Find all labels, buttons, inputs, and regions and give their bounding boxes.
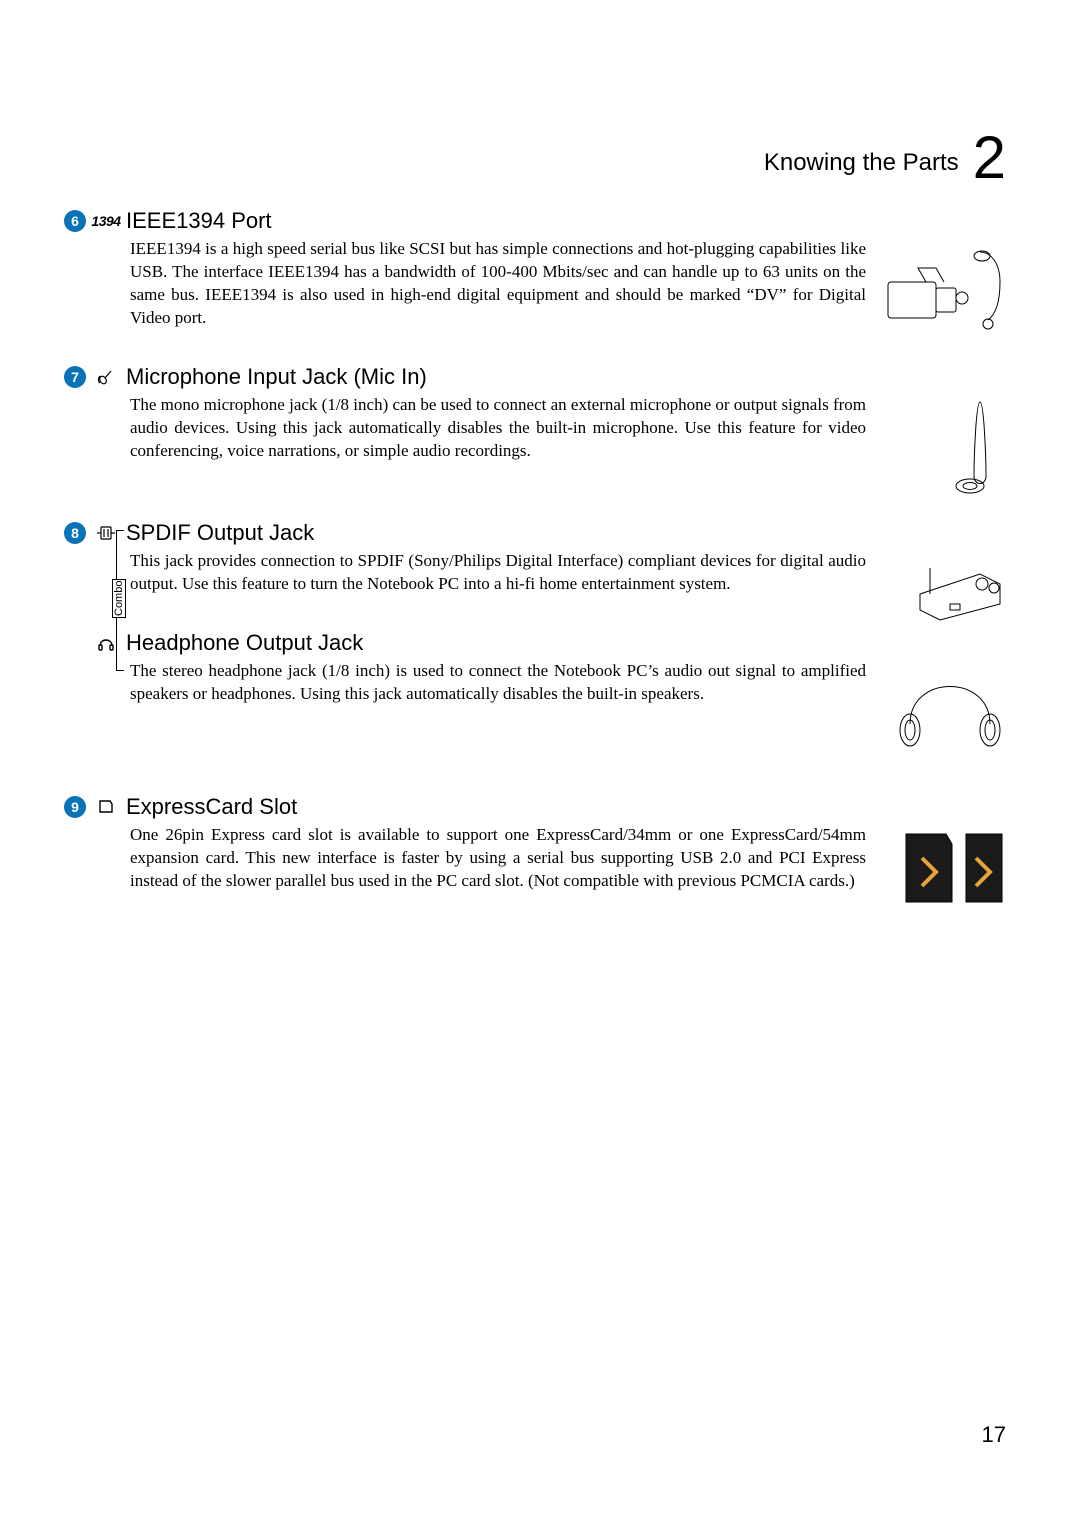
section-body-row: IEEE1394 is a high speed serial bus like… xyxy=(70,238,1010,342)
section-title-text: IEEE1394 Port xyxy=(126,208,272,234)
section-body: One 26pin Express card slot is available… xyxy=(70,824,866,893)
section-heading: 7 Microphone Input Jack (Mic In) xyxy=(70,364,1010,390)
section-spdif-headphone: Combo 8 SPDIF Output Jack This jack prov… xyxy=(70,520,1010,754)
section-body: This jack provides connection to SPDIF (… xyxy=(70,550,866,596)
page-content: Knowing the Parts 2 6 1394 IEEE1394 Port… xyxy=(70,120,1010,930)
headphone-icon xyxy=(94,634,118,652)
section-heading: 8 SPDIF Output Jack xyxy=(70,520,1010,546)
section-title-text: Headphone Output Jack xyxy=(126,630,363,656)
expresscard-illustration xyxy=(880,824,1010,908)
section-mic-in: 7 Microphone Input Jack (Mic In) The mon… xyxy=(70,364,1010,498)
section-heading: 6 1394 IEEE1394 Port xyxy=(70,208,1010,234)
bullet-9: 9 xyxy=(64,796,86,818)
camcorder-illustration xyxy=(880,238,1010,342)
section-heading: 9 ExpressCard Slot xyxy=(70,794,1010,820)
microphone-illustration xyxy=(880,394,1010,498)
section-body: IEEE1394 is a high speed serial bus like… xyxy=(70,238,866,330)
section-title-text: SPDIF Output Jack xyxy=(126,520,314,546)
combo-bracket-tick xyxy=(116,530,124,531)
section-body-row: The stereo headphone jack (1/8 inch) is … xyxy=(70,660,1010,754)
section-title-text: Microphone Input Jack (Mic In) xyxy=(126,364,427,390)
headphones-illustration xyxy=(880,660,1010,754)
chapter-header: Knowing the Parts 2 xyxy=(70,120,1010,180)
combo-label: Combo xyxy=(112,579,126,618)
section-ieee1394: 6 1394 IEEE1394 Port IEEE1394 is a high … xyxy=(70,208,1010,342)
section-title-text: ExpressCard Slot xyxy=(126,794,297,820)
bullet-7: 7 xyxy=(64,366,86,388)
section-body: The stereo headphone jack (1/8 inch) is … xyxy=(70,660,866,706)
ieee1394-icon: 1394 xyxy=(94,213,118,229)
expresscard-icon xyxy=(94,798,118,816)
combo-bracket-tick xyxy=(116,670,124,671)
section-title: Knowing the Parts xyxy=(764,149,959,177)
bullet-8: 8 xyxy=(64,522,86,544)
microphone-icon xyxy=(94,368,118,386)
section-body: The mono microphone jack (1/8 inch) can … xyxy=(70,394,866,463)
section-expresscard: 9 ExpressCard Slot One 26pin Express car… xyxy=(70,794,1010,908)
section-body-row: One 26pin Express card slot is available… xyxy=(70,824,1010,908)
amplifier-illustration xyxy=(880,550,1010,624)
section-heading: Headphone Output Jack xyxy=(70,630,1010,656)
spdif-icon xyxy=(94,524,118,542)
chapter-number: 2 xyxy=(973,128,1006,188)
section-body-row: This jack provides connection to SPDIF (… xyxy=(70,550,1010,624)
bullet-6: 6 xyxy=(64,210,86,232)
section-body-row: The mono microphone jack (1/8 inch) can … xyxy=(70,394,1010,498)
page-number: 17 xyxy=(982,1422,1006,1448)
